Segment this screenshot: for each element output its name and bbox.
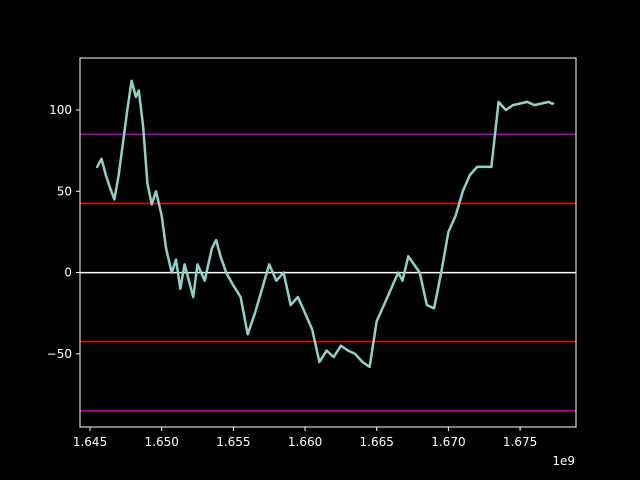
x-axis: 1.645 1.650 1.655 1.660 1.665 1.670 1.675 xyxy=(73,427,537,449)
x-tick-label-6: 1.675 xyxy=(503,435,537,449)
x-tick-label-5: 1.670 xyxy=(431,435,465,449)
y-tick-label-1: 50 xyxy=(57,184,72,198)
x-tick-label-4: 1.665 xyxy=(360,435,394,449)
plot-background xyxy=(80,58,576,427)
x-tick-label-3: 1.660 xyxy=(288,435,322,449)
y-tick-label-0: 100 xyxy=(49,103,72,117)
y-tick-label-3: −50 xyxy=(47,347,72,361)
series-group xyxy=(95,79,555,369)
x-tick-label-0: 1.645 xyxy=(73,435,107,449)
x-offset-label: 1e9 xyxy=(552,454,575,468)
x-tick-label-1: 1.650 xyxy=(145,435,179,449)
series-line-0 xyxy=(95,79,555,369)
plot-frame xyxy=(79,57,577,428)
reference-lines xyxy=(80,133,576,412)
y-axis: 100 50 0 −50 xyxy=(47,103,80,361)
x-tick-label-2: 1.655 xyxy=(216,435,250,449)
y-tick-label-2: 0 xyxy=(64,266,72,280)
